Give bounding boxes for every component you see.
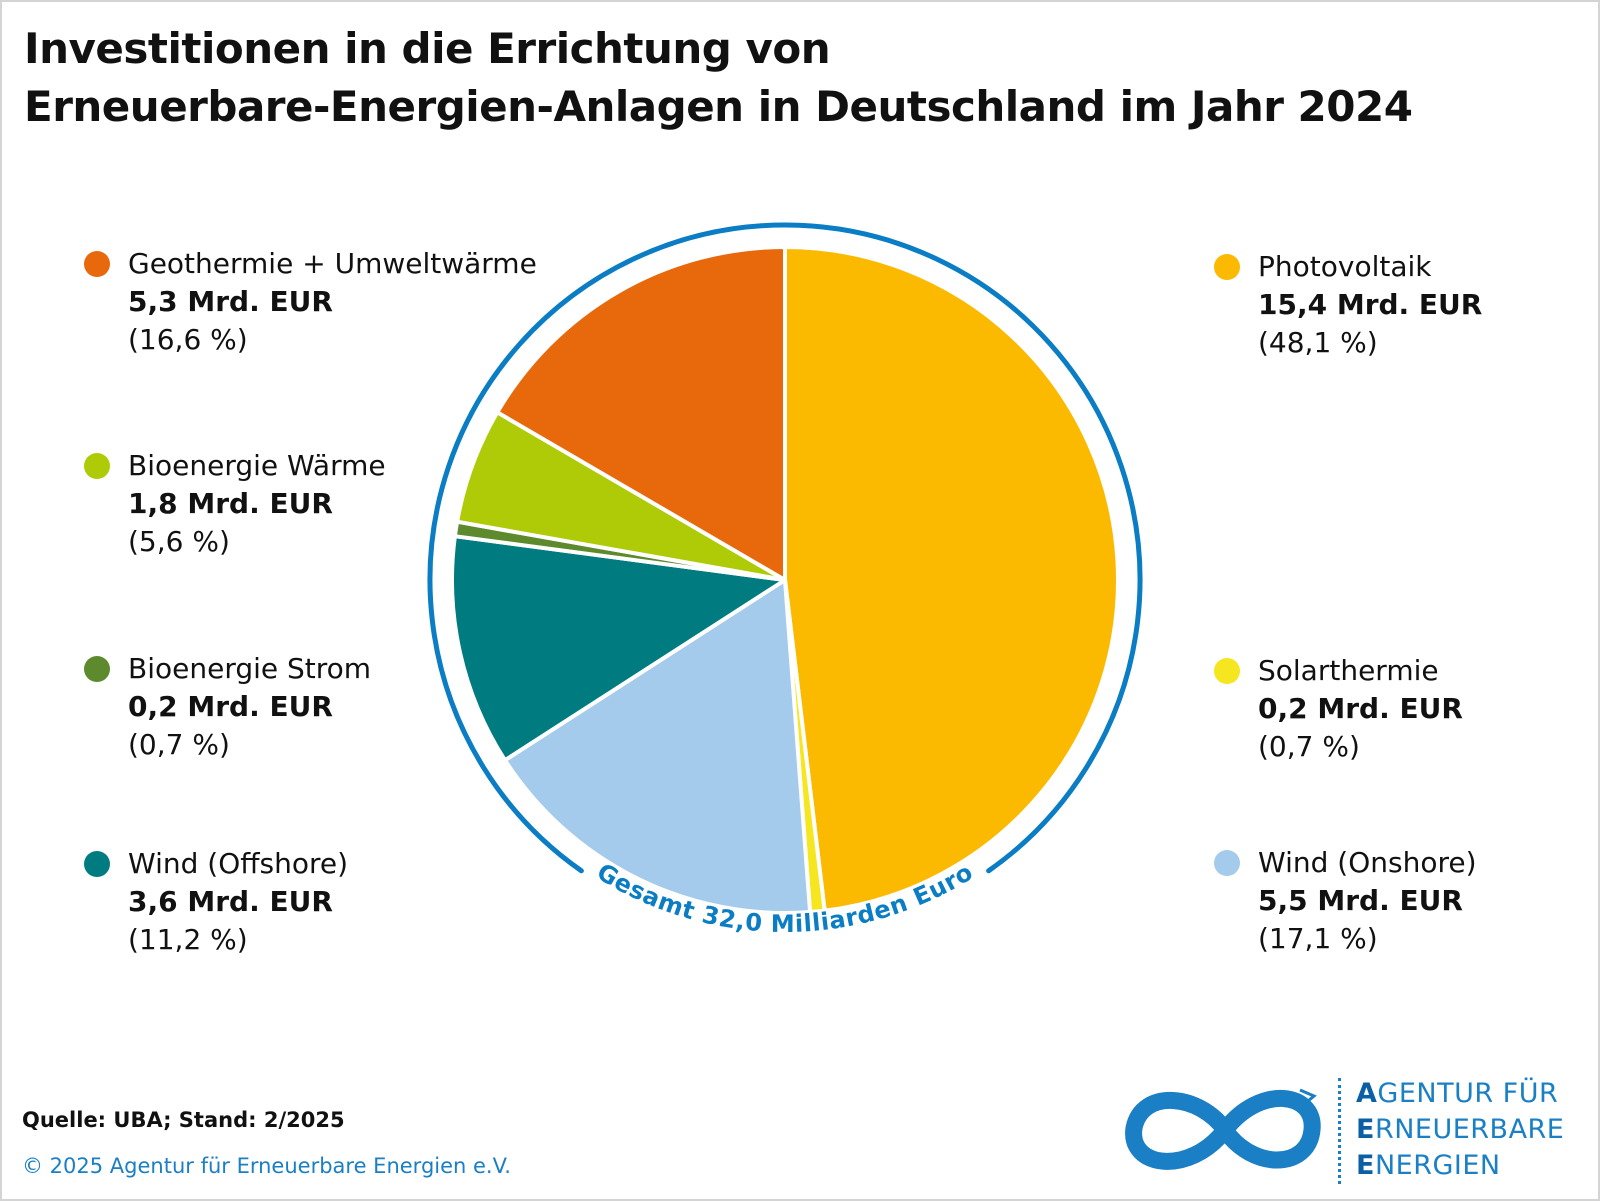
copyright-note: © 2025 Agentur für Erneuerbare Energien … xyxy=(22,1154,511,1178)
legend-swatch-wind-onshore xyxy=(1214,850,1240,876)
infinity-logo-icon xyxy=(1125,1088,1321,1170)
title-line-2: Erneuerbare-Energien-Anlagen in Deutschl… xyxy=(24,82,1413,131)
legend-swatch-solarthermie xyxy=(1214,658,1240,684)
legend-item-photovoltaik: Photovoltaik 15,4 Mrd. EUR (48,1 %) xyxy=(1214,248,1600,362)
legend-value: 5,5 Mrd. EUR xyxy=(1258,884,1463,917)
aee-logo: AGENTUR FÜR ERNEUERBARE ENERGIEN xyxy=(1120,1076,1580,1188)
pie-slice-photovoltaik xyxy=(783,245,1120,913)
legend-value: 1,8 Mrd. EUR xyxy=(128,487,333,520)
legend-percent: (17,1 %) xyxy=(1258,922,1378,955)
title-line-1: Investitionen in die Errichtung von xyxy=(24,24,831,73)
logo-divider xyxy=(1338,1078,1341,1184)
legend-name: Photovoltaik xyxy=(1258,250,1432,283)
legend-item-solarthermie: Solarthermie 0,2 Mrd. EUR (0,7 %) xyxy=(1214,652,1600,766)
logo-letter: A xyxy=(1356,1078,1378,1109)
logo-text-line-2: RNEUERBARE xyxy=(1374,1114,1565,1145)
legend-name: Geothermie + Umweltwärme xyxy=(128,247,537,280)
legend-percent: (48,1 %) xyxy=(1258,326,1378,359)
pie-slice-wind-onshore xyxy=(502,578,813,915)
pie-slices xyxy=(450,245,1120,915)
total-ring xyxy=(427,222,1143,874)
legend-percent: (11,2 %) xyxy=(128,923,248,956)
legend-item-wind-offshore: Wind (Offshore) 3,6 Mrd. EUR (11,2 %) xyxy=(84,845,598,959)
legend-item-bioenergie-strom: Bioenergie Strom 0,2 Mrd. EUR (0,7 %) xyxy=(84,650,598,764)
legend-swatch-photovoltaik xyxy=(1214,254,1240,280)
legend-name: Solarthermie xyxy=(1258,654,1439,687)
legend-item-bioenergie-waerme: Bioenergie Wärme 1,8 Mrd. EUR (5,6 %) xyxy=(84,447,598,561)
legend-swatch-bioenergie-waerme xyxy=(84,453,110,479)
legend-name: Wind (Onshore) xyxy=(1258,846,1477,879)
pie-slice-geothermie-umweltwärme xyxy=(495,245,787,582)
legend-percent: (0,7 %) xyxy=(128,728,230,761)
legend-percent: (16,6 %) xyxy=(128,323,248,356)
legend-value: 0,2 Mrd. EUR xyxy=(128,690,333,723)
logo-text-line-3: NERGIEN xyxy=(1374,1150,1501,1181)
logo-wordmark: AGENTUR FÜR ERNEUERBARE ENERGIEN xyxy=(1356,1076,1564,1184)
legend-percent: (0,7 %) xyxy=(1258,730,1360,763)
legend-value: 5,3 Mrd. EUR xyxy=(128,285,333,318)
legend-item-wind-onshore: Wind (Onshore) 5,5 Mrd. EUR (17,1 %) xyxy=(1214,844,1600,958)
legend-percent: (5,6 %) xyxy=(128,525,230,558)
legend-value: 3,6 Mrd. EUR xyxy=(128,885,333,918)
chart-title: Investitionen in die Errichtung von Erne… xyxy=(24,20,1413,136)
legend-name: Bioenergie Strom xyxy=(128,652,372,685)
legend-name: Wind (Offshore) xyxy=(128,847,349,880)
legend-value: 0,2 Mrd. EUR xyxy=(1258,692,1463,725)
logo-letter: E xyxy=(1356,1150,1375,1181)
logo-text-line-1: GENTUR FÜR xyxy=(1377,1078,1559,1109)
source-note: Quelle: UBA; Stand: 2/2025 xyxy=(22,1108,345,1132)
legend-item-geothermie: Geothermie + Umweltwärme 5,3 Mrd. EUR (1… xyxy=(84,245,598,359)
legend-swatch-bioenergie-strom xyxy=(84,656,110,682)
legend-swatch-geothermie xyxy=(84,251,110,277)
legend-name: Bioenergie Wärme xyxy=(128,449,386,482)
logo-letter: E xyxy=(1356,1114,1375,1145)
legend-swatch-wind-offshore xyxy=(84,851,110,877)
pie-slice-wind-offshore xyxy=(450,534,787,763)
legend-value: 15,4 Mrd. EUR xyxy=(1258,288,1483,321)
